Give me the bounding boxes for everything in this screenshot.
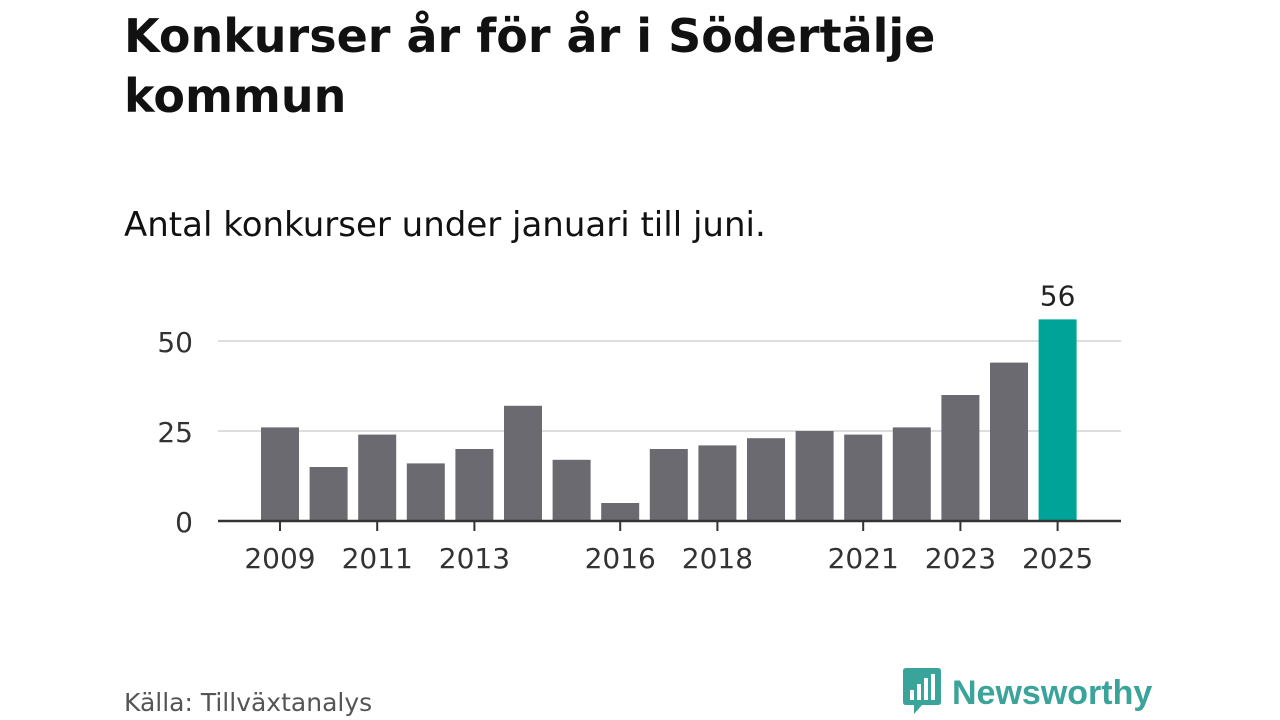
bar-2010 xyxy=(309,467,348,521)
grid-lines xyxy=(218,340,1121,432)
y-tick-label: 0 xyxy=(175,506,193,539)
bar-chart: 0 25 50 2009 2011 2013 2016 2018 2021 2023 2025 5… xyxy=(157,279,1121,575)
x-tick-label-2025: 2025 xyxy=(1022,542,1093,575)
bar-2025 xyxy=(1038,319,1077,521)
data-labels: 56 xyxy=(1040,279,1076,312)
bar-2018 xyxy=(698,445,737,521)
chart-title: Konkurser år för år i Södertälje kommun xyxy=(124,9,936,123)
bars xyxy=(261,319,1077,521)
bar-2009 xyxy=(261,427,299,521)
bar-2014 xyxy=(504,405,542,521)
x-ticks: 2009 2011 2013 2016 2018 2021 2023 2025 xyxy=(244,521,1093,575)
chart-subtitle: Antal konkurser under januari till juni. xyxy=(124,205,766,245)
newsworthy-logo-icon xyxy=(902,666,942,720)
x-tick-label-2011: 2011 xyxy=(342,542,413,575)
brand-logo: Newsworthy xyxy=(902,668,1152,718)
bar-2024 xyxy=(990,362,1028,521)
bar-2019 xyxy=(747,438,785,521)
bar-2016 xyxy=(601,503,640,521)
bar-2013 xyxy=(455,449,494,521)
x-tick-label-2023: 2023 xyxy=(925,542,996,575)
y-tick-label: 50 xyxy=(157,326,193,359)
y-tick-label: 25 xyxy=(157,416,193,449)
x-tick-label-2018: 2018 xyxy=(682,542,753,575)
bar-2021 xyxy=(844,434,883,521)
x-tick-label-2021: 2021 xyxy=(828,542,899,575)
x-tick-label-2016: 2016 xyxy=(585,542,656,575)
data-label-2025: 56 xyxy=(1040,279,1076,312)
source-note: Källa: Tillväxtanalys xyxy=(124,688,373,717)
y-tick-labels: 0 25 50 xyxy=(157,326,193,539)
x-tick-label-2009: 2009 xyxy=(244,542,315,575)
bar-2012 xyxy=(406,463,445,521)
bar-2023 xyxy=(941,395,980,521)
bar-2022 xyxy=(892,427,931,521)
bar-2020 xyxy=(795,431,834,521)
bar-2017 xyxy=(649,449,688,521)
bar-2015 xyxy=(552,459,591,521)
x-tick-label-2013: 2013 xyxy=(439,542,510,575)
bar-2011 xyxy=(358,434,397,521)
brand-name: Newsworthy xyxy=(952,673,1153,712)
